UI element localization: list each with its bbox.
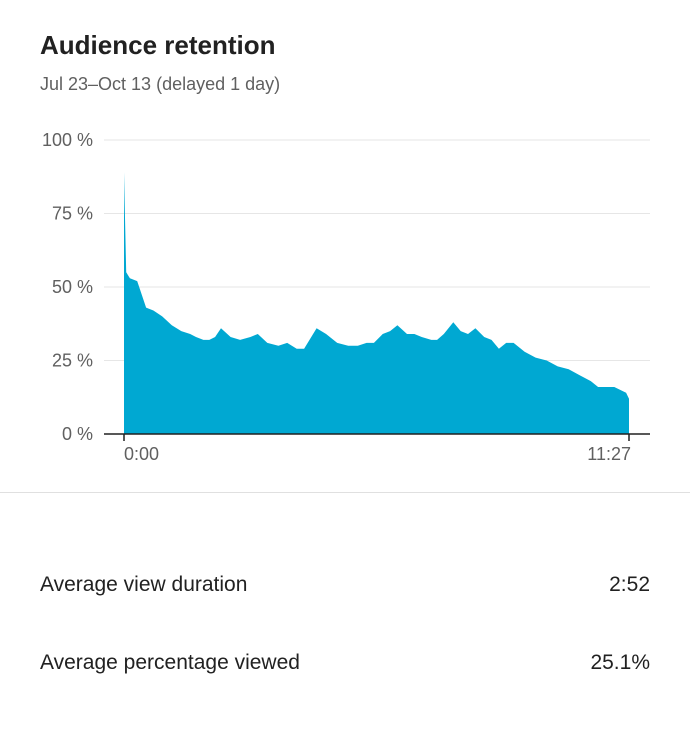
y-tick-label: 100 % [42,130,93,150]
x-axis-ticks: 0:00 11:27 [123,434,631,464]
y-tick-label: 25 % [52,351,93,371]
x-tick-label: 11:27 [587,444,631,464]
divider [0,492,690,493]
average-percentage-viewed-value: 25.1% [590,651,650,674]
average-view-duration-label: Average view duration [40,573,248,596]
grid-lines [104,139,650,361]
date-range-subtitle: Jul 23–Oct 13 (delayed 1 day) [40,74,281,94]
x-tick-label: 0:00 [124,444,159,464]
retention-chart: 0 % 25 % 50 % 75 % 100 % 0:00 11:27 [42,130,650,464]
retention-area [124,172,629,435]
average-view-duration-value: 2:52 [609,573,650,596]
average-percentage-viewed-row: Average percentage viewed 25.1% [40,648,650,678]
card-title: Audience retention [40,30,276,60]
average-percentage-viewed-label: Average percentage viewed [40,651,300,674]
average-view-duration-row: Average view duration 2:52 [40,570,650,600]
y-axis-ticks: 0 % 25 % 50 % 75 % 100 % [42,130,93,444]
y-tick-label: 50 % [52,277,93,297]
y-tick-label: 75 % [52,204,93,224]
y-tick-label: 0 % [62,424,93,444]
